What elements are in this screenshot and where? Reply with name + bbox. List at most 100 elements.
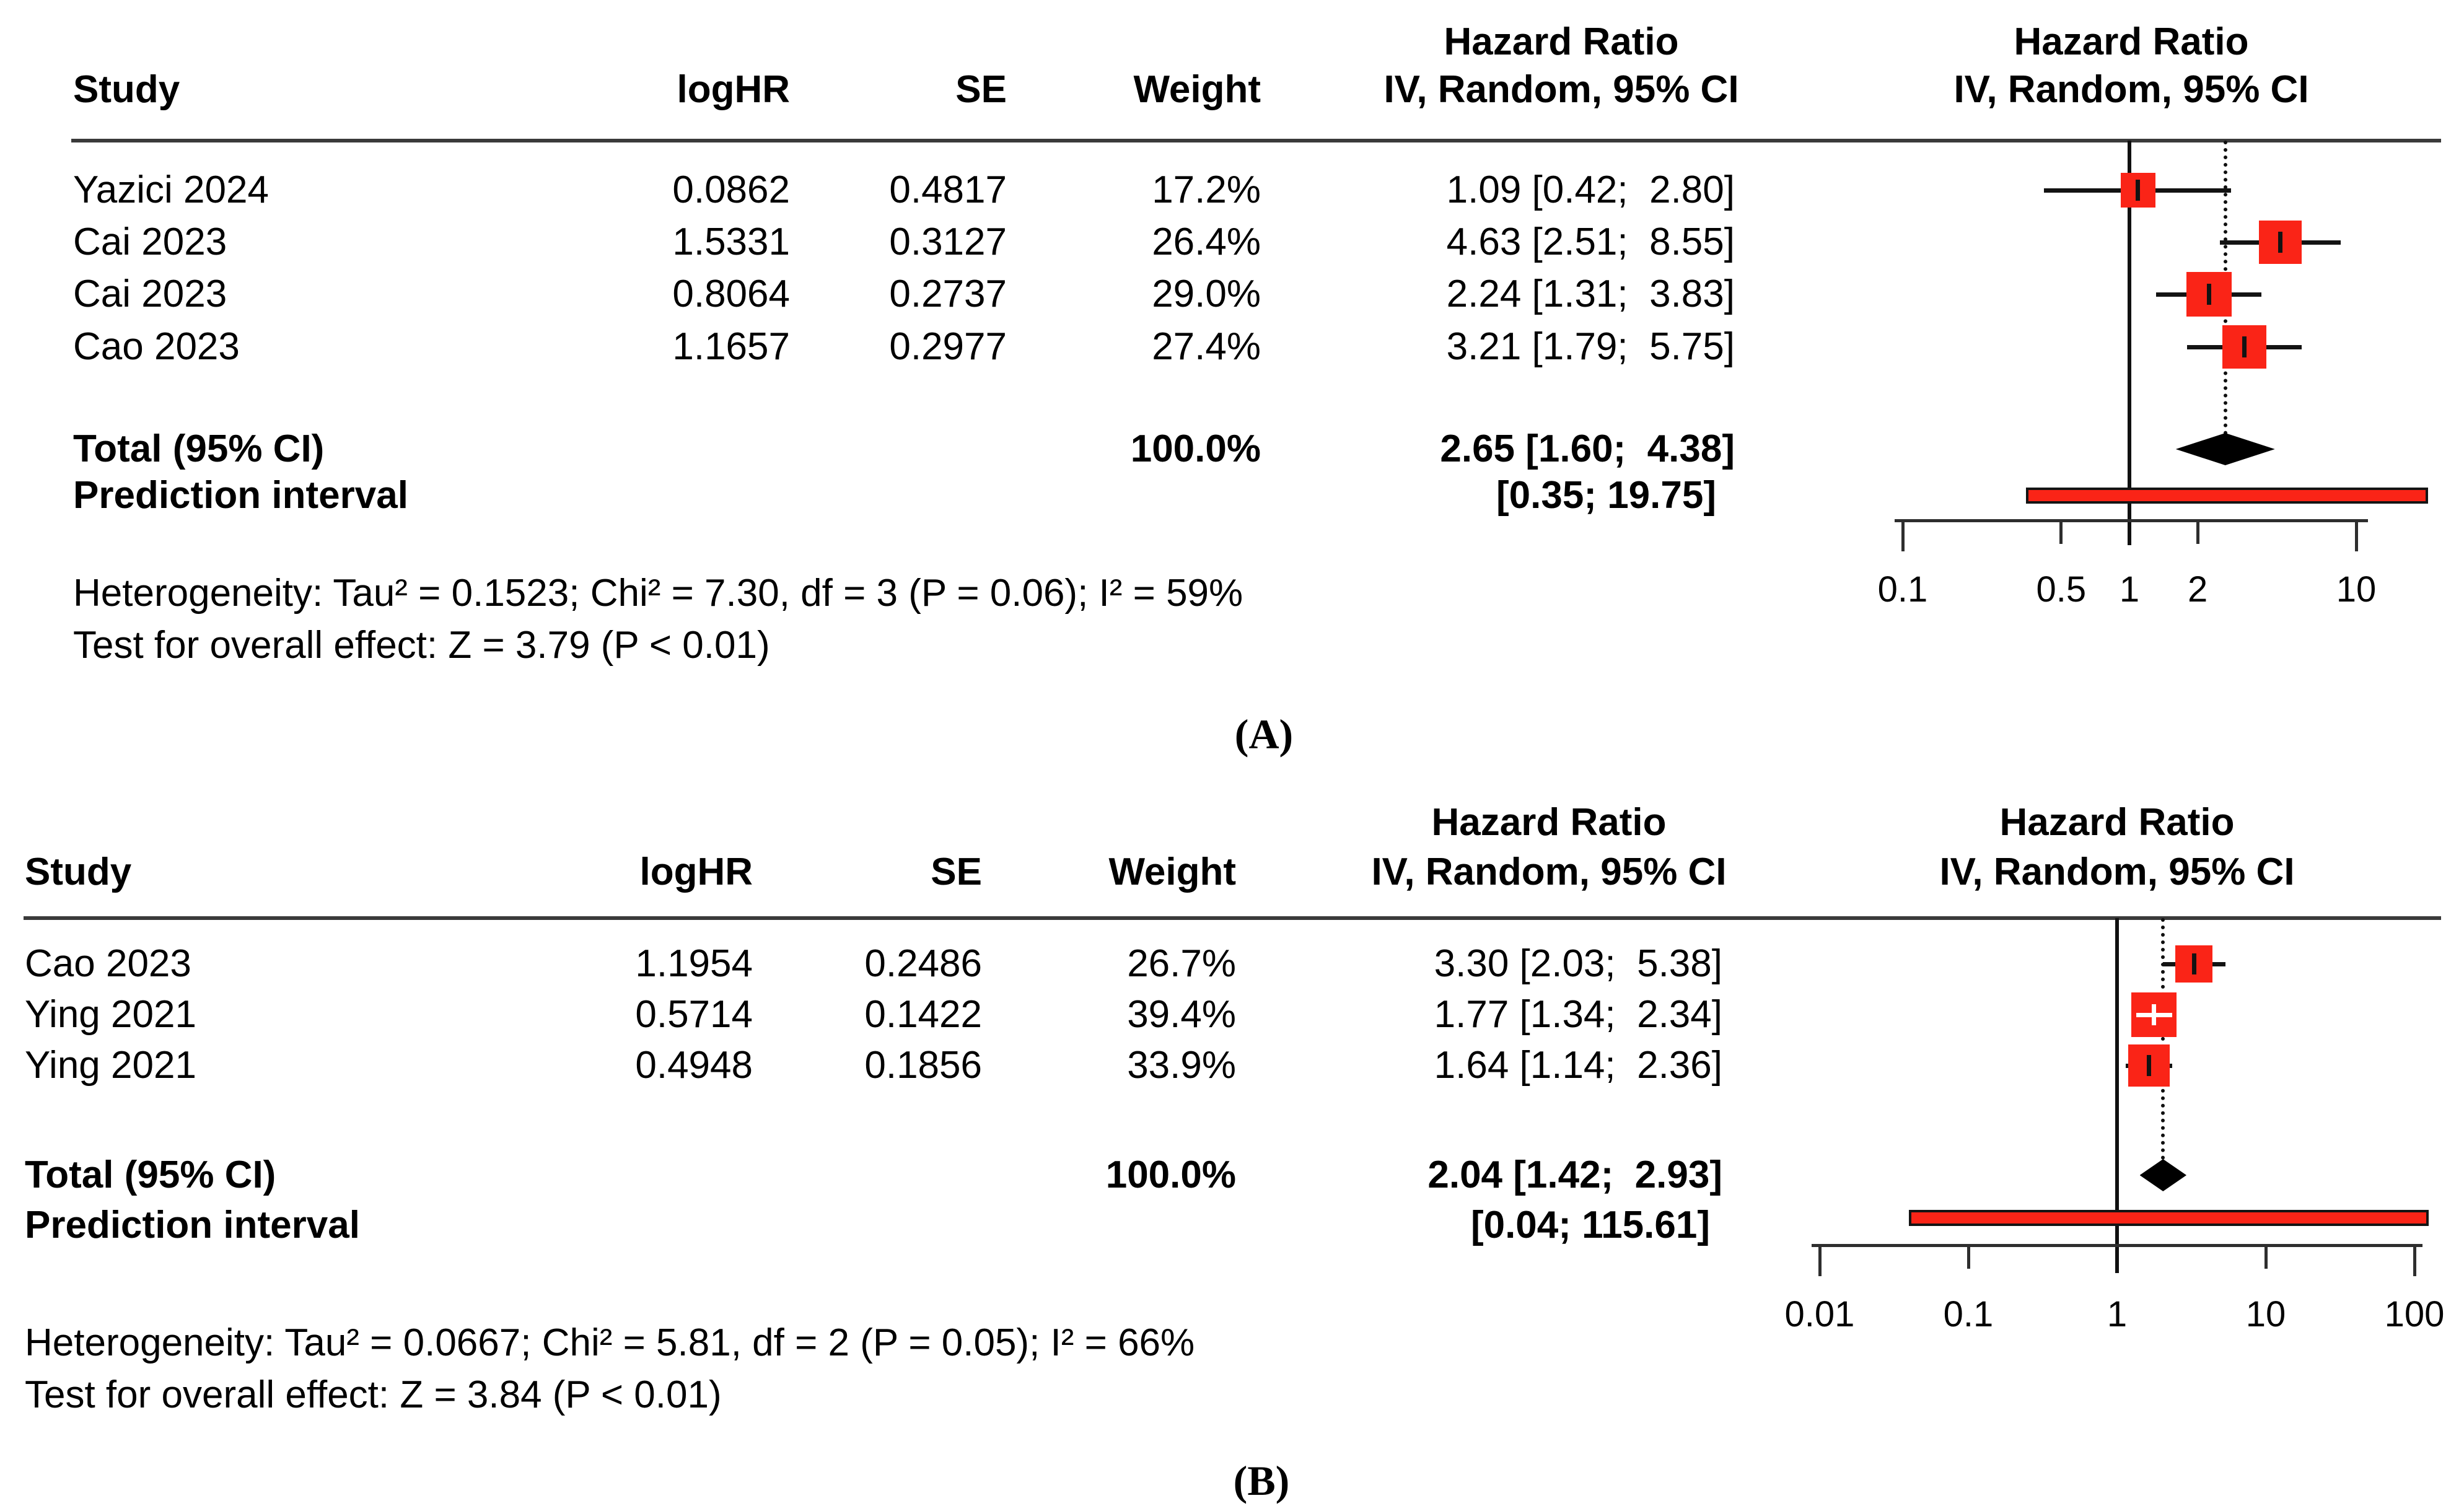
se-value: 0.1856: [864, 1044, 982, 1087]
plot-header-line1: Hazard Ratio: [2014, 20, 2249, 63]
hr-ci-value: 2.24 [1.31; 3.83]: [1446, 273, 1735, 315]
hr-ci-value: 1.77 [1.34; 2.34]: [1434, 993, 1722, 1036]
pooled-diamond: [2175, 433, 2275, 465]
overall-effect-note: Test for overall effect: Z = 3.79 (P < 0…: [73, 624, 770, 667]
col-header-hr-line1: Hazard Ratio: [1444, 20, 1679, 63]
col-header-hr-line2: IV, Random, 95% CI: [1371, 851, 1727, 893]
point-estimate-tick: [2152, 1004, 2156, 1025]
x-axis-tick: [2413, 1244, 2416, 1276]
x-axis-tick-label: 10: [2336, 569, 2377, 610]
col-header-loghr: logHR: [639, 851, 753, 893]
x-axis-tick-label: 0.5: [2036, 569, 2087, 610]
x-axis-tick: [2264, 1244, 2268, 1269]
x-axis-tick: [1818, 1244, 1822, 1276]
col-header-loghr: logHR: [677, 68, 790, 111]
point-estimate-tick: [2191, 953, 2196, 974]
pooled-diamond: [2139, 1159, 2187, 1191]
se-value: 0.2486: [864, 942, 982, 985]
weight-value: 17.2%: [1152, 169, 1261, 211]
se-value: 0.1422: [864, 993, 982, 1036]
loghr-value: 1.1954: [635, 942, 753, 985]
hr-ci-value: 4.63 [2.51; 8.55]: [1446, 221, 1735, 263]
study-name: Ying 2021: [25, 993, 196, 1036]
x-axis-tick-label: 0.01: [1784, 1294, 1855, 1334]
x-axis-tick-label: 100: [2384, 1294, 2445, 1334]
point-estimate-tick: [2242, 336, 2247, 357]
total-weight: 100.0%: [1105, 1154, 1236, 1196]
col-header-study: Study: [25, 851, 132, 893]
point-estimate-tick: [2278, 232, 2283, 253]
x-axis-tick-label: 0.1: [1943, 1294, 1994, 1334]
col-header-hr-line2: IV, Random, 95% CI: [1383, 68, 1739, 111]
col-header-weight: Weight: [1133, 68, 1261, 111]
hr-ci-value: 1.64 [1.14; 2.36]: [1434, 1044, 1722, 1087]
total-weight: 100.0%: [1130, 427, 1261, 470]
prediction-hr-ci: [0.04; 115.61]: [1470, 1204, 1710, 1246]
prediction-interval-bar: [1909, 1210, 2429, 1226]
total-hr-ci: 2.04 [1.42; 2.93]: [1427, 1154, 1722, 1196]
prediction-interval-bar: [2026, 488, 2429, 504]
col-header-se: SE: [955, 68, 1007, 111]
weight-value: 33.9%: [1127, 1044, 1236, 1087]
plot-header-line2: IV, Random, 95% CI: [1953, 68, 2309, 111]
x-axis-tick-label: 10: [2245, 1294, 2286, 1334]
x-axis-line: [1812, 1244, 2422, 1247]
point-estimate-tick: [2206, 284, 2211, 305]
study-name: Cai 2023: [73, 273, 227, 315]
weight-value: 26.4%: [1152, 221, 1261, 263]
se-value: 0.2737: [889, 273, 1007, 315]
loghr-value: 1.5331: [672, 221, 790, 263]
loghr-value: 0.0862: [672, 169, 790, 211]
col-header-study: Study: [73, 68, 180, 111]
weight-value: 29.0%: [1152, 273, 1261, 315]
x-axis-tick: [2354, 519, 2358, 551]
se-value: 0.2977: [889, 325, 1007, 368]
col-header-weight: Weight: [1108, 851, 1237, 893]
total-label: Total (95% CI): [73, 427, 325, 470]
x-axis-tick: [2196, 519, 2199, 544]
panel-label-b: (B): [1233, 1457, 1290, 1504]
hr-ci-value: 1.09 [0.42; 2.80]: [1446, 169, 1735, 211]
x-axis-line: [1895, 519, 2368, 522]
col-header-hr-line1: Hazard Ratio: [1431, 801, 1667, 844]
total-hr-ci: 2.65 [1.60; 4.38]: [1440, 427, 1735, 470]
reference-line: [2115, 918, 2119, 1273]
prediction-label: Prediction interval: [73, 474, 408, 517]
study-name: Yazici 2024: [73, 169, 269, 211]
x-axis-tick-label: 2: [2188, 569, 2208, 610]
x-axis-tick: [2059, 519, 2063, 544]
hr-ci-value: 3.30 [2.03; 5.38]: [1434, 942, 1722, 985]
header-rule: [24, 916, 2441, 920]
loghr-value: 0.4948: [635, 1044, 753, 1087]
heterogeneity-note: Heterogeneity: Tau² = 0.1523; Chi² = 7.3…: [73, 572, 1243, 615]
loghr-value: 1.1657: [672, 325, 790, 368]
hr-ci-value: 3.21 [1.79; 5.75]: [1446, 325, 1735, 368]
x-axis-tick-label: 0.1: [1877, 569, 1928, 610]
x-axis-tick: [1966, 1244, 1970, 1269]
total-label: Total (95% CI): [25, 1154, 276, 1196]
loghr-value: 0.8064: [672, 273, 790, 315]
heterogeneity-note: Heterogeneity: Tau² = 0.0667; Chi² = 5.8…: [25, 1321, 1195, 1364]
study-name: Cao 2023: [73, 325, 240, 368]
study-name: Cai 2023: [73, 221, 227, 263]
loghr-value: 0.5714: [635, 993, 753, 1036]
plot-header-line2: IV, Random, 95% CI: [1939, 851, 2295, 893]
weight-value: 26.7%: [1127, 942, 1236, 985]
x-axis-tick-label: 1: [2107, 1294, 2128, 1334]
weight-value: 27.4%: [1152, 325, 1261, 368]
header-rule: [71, 139, 2441, 142]
point-estimate-tick: [2136, 180, 2141, 201]
overall-effect-note: Test for overall effect: Z = 3.84 (P < 0…: [25, 1373, 722, 1416]
point-estimate-tick: [2147, 1055, 2152, 1076]
se-value: 0.3127: [889, 221, 1007, 263]
study-name: Ying 2021: [25, 1044, 196, 1087]
study-name: Cao 2023: [25, 942, 191, 985]
prediction-hr-ci: [0.35; 19.75]: [1496, 474, 1716, 517]
se-value: 0.4817: [889, 169, 1007, 211]
prediction-label: Prediction interval: [25, 1204, 360, 1246]
x-axis-tick-label: 1: [2119, 569, 2140, 610]
weight-value: 39.4%: [1127, 993, 1236, 1036]
reference-line: [2128, 141, 2131, 545]
plot-header-line1: Hazard Ratio: [1999, 801, 2235, 844]
